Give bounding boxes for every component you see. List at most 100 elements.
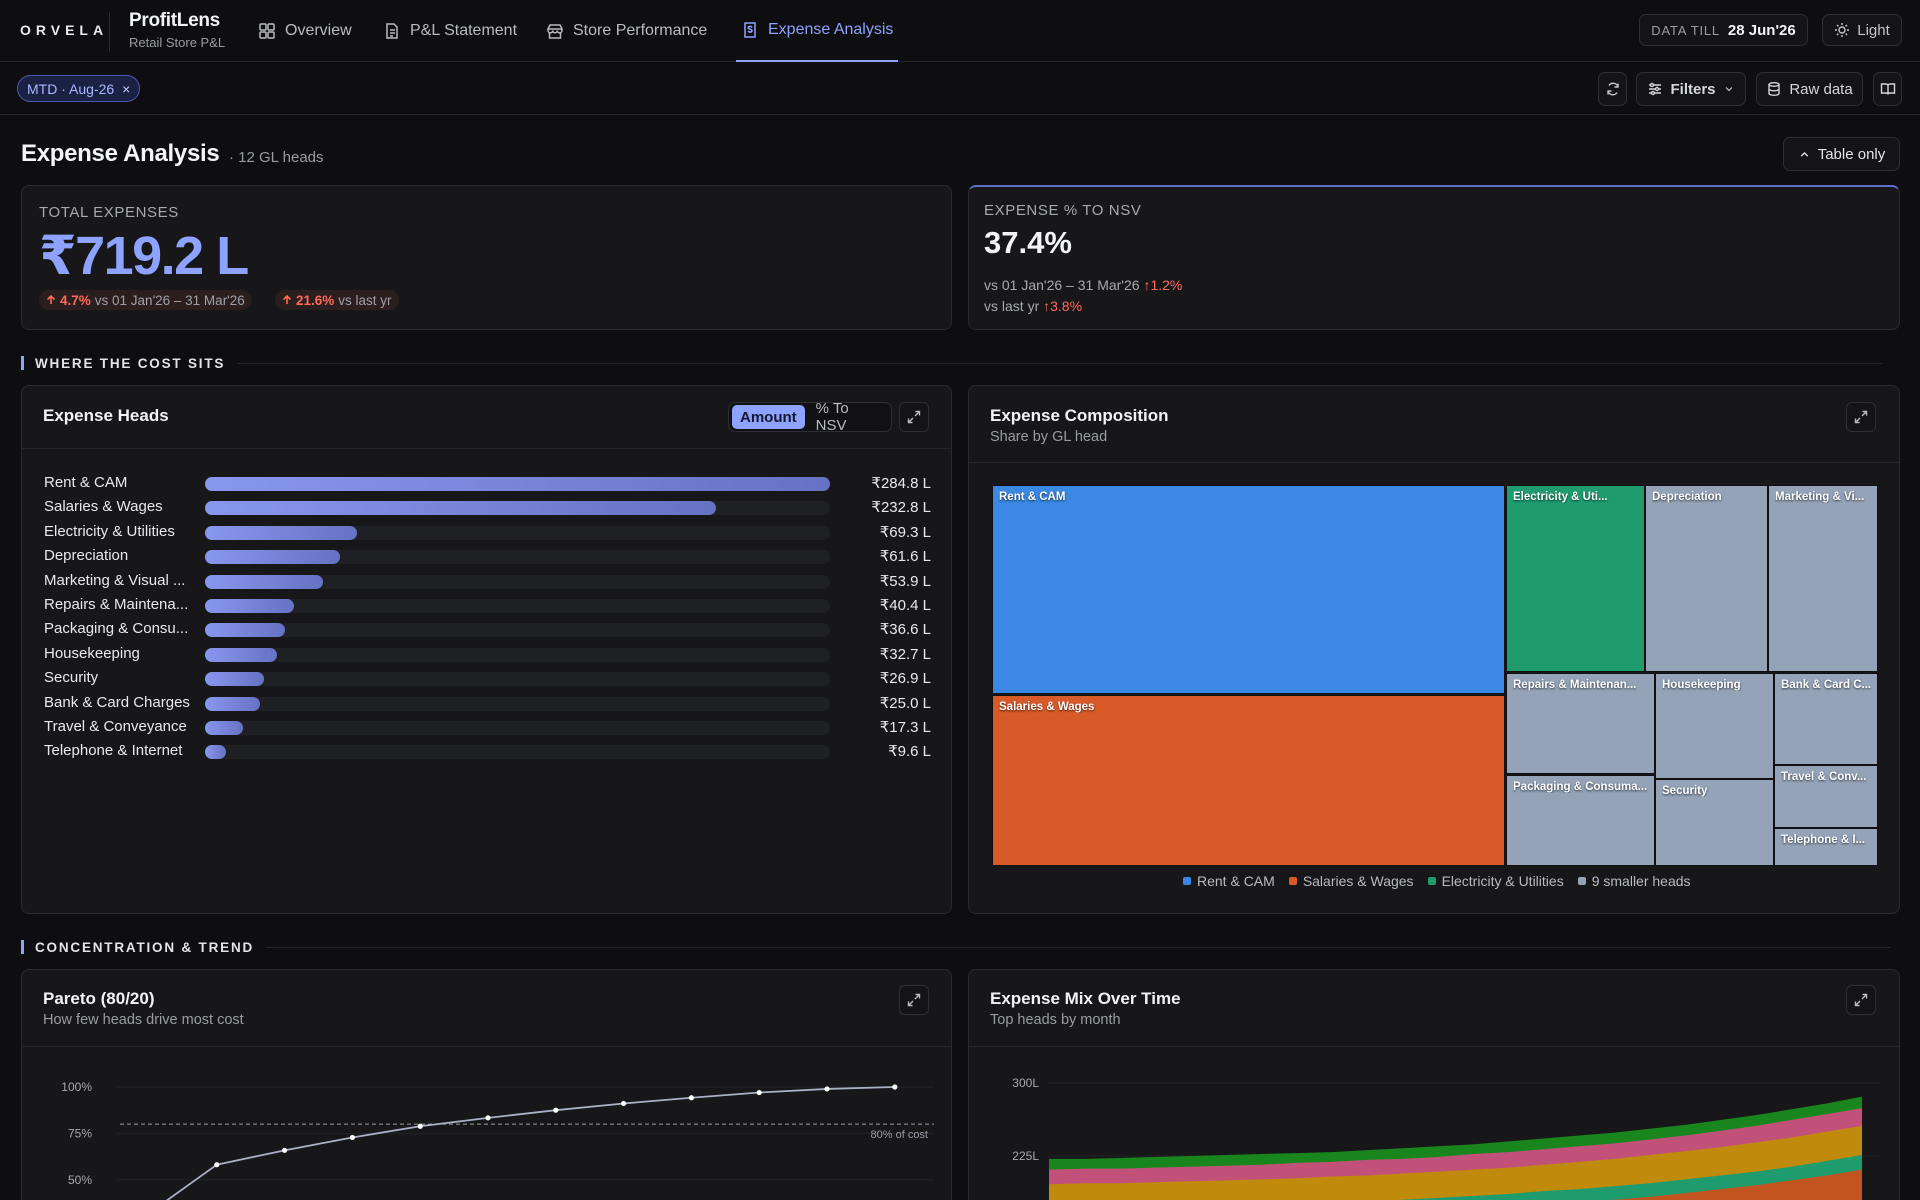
treemap-tile[interactable]: Salaries & Wages [992,695,1505,866]
expand-button[interactable] [899,985,929,1015]
data-till-value: 28 Jun'26 [1727,21,1796,39]
total-expenses-value: ₹719.2 L [39,226,249,286]
toggle-amount[interactable]: Amount [732,405,805,429]
bar-track [205,696,830,711]
expand-icon [1854,993,1868,1007]
delta-badge-yoy: 21.6% vs last yr [275,290,399,310]
tab-store-performance[interactable]: Store Performance [546,0,707,62]
table-only-button[interactable]: Table only [1783,137,1900,171]
expense-head-row[interactable]: Rent & CAM ₹284.8 L [22,471,951,495]
delta-pct: 21.6% [296,292,335,308]
expand-icon [1854,410,1868,424]
card-subtitle: Share by GL head [990,429,1108,445]
treemap-tile-label: Depreciation [1652,491,1722,503]
expense-head-row[interactable]: Repairs & Maintena... ₹40.4 L [22,593,951,617]
expense-head-row[interactable]: Housekeeping ₹32.7 L [22,642,951,666]
expense-ratio-value: 37.4% [984,225,1072,260]
expense-head-row[interactable]: Marketing & Visual ... ₹53.9 L [22,569,951,593]
treemap-tile[interactable]: Bank & Card C... [1774,673,1878,765]
toggle-pct-nsv[interactable]: % To NSV [815,400,849,434]
refresh-icon [1605,81,1621,97]
treemap-tile[interactable]: Marketing & Vi... [1768,485,1878,672]
y-tick-label: 225L [1012,1149,1039,1163]
section-title: WHERE THE COST SITS [35,355,226,371]
expand-button[interactable] [1846,985,1876,1015]
total-expenses-card: TOTAL EXPENSES ₹719.2 L 4.7% vs 01 Jan'2… [21,185,952,330]
expense-head-row[interactable]: Security ₹26.9 L [22,666,951,690]
treemap-tile-label: Electricity & Uti... [1513,491,1608,503]
section-rule [266,946,1892,948]
arrow-up-icon [282,295,292,305]
expense-mix-chart: 300L 225L [1012,1076,1881,1200]
tab-overview[interactable]: Overview [258,0,352,62]
orvela-logo: ORVELA [20,22,109,38]
treemap-tile-label: Housekeeping [1662,679,1741,691]
expense-head-row[interactable]: Travel & Conveyance ₹17.3 L [22,715,951,739]
theme-toggle-label: Light [1857,21,1890,39]
filters-button[interactable]: Filters [1636,72,1746,106]
y-tick-label: 100% [61,1080,92,1094]
expense-head-row[interactable]: Bank & Card Charges ₹25.0 L [22,691,951,715]
tab-store-label: Store Performance [573,22,708,39]
bar-track [205,672,830,687]
database-icon [1766,81,1782,97]
ratio-compare-period: vs 01 Jan'26 – 31 Mar'26 ↑1.2% [984,277,1182,293]
expand-button[interactable] [1846,402,1876,432]
expense-head-row[interactable]: Depreciation ₹61.6 L [22,544,951,568]
data-till-label: DATA TILL [1651,22,1720,38]
expense-head-value: ₹32.7 L [879,645,931,663]
card-subtitle: Top heads by month [990,1012,1121,1028]
expense-head-row[interactable]: Electricity & Utilities ₹69.3 L [22,520,951,544]
pareto-point [824,1086,830,1092]
legend-swatch [1288,877,1297,885]
pareto-point [621,1100,627,1107]
treemap-tile[interactable]: Electricity & Uti... [1506,485,1645,672]
refresh-button[interactable] [1598,72,1627,106]
treemap-tile[interactable]: Telephone & I... [1774,828,1878,866]
expense-head-row[interactable]: Packaging & Consu... ₹36.6 L [22,617,951,641]
expense-head-label: Marketing & Visual ... [44,571,186,589]
expense-head-row[interactable]: Telephone & Internet ₹9.6 L [22,739,951,763]
raw-data-button[interactable]: Raw data [1756,72,1863,106]
card-title: Expense Heads [43,406,169,425]
treemap-tile[interactable]: Security [1655,779,1774,866]
amount-toggle: Amount % To NSV [728,400,892,434]
expense-head-label: Telephone & Internet [44,742,183,760]
treemap-tile[interactable]: Repairs & Maintenan... [1506,673,1655,774]
app-brand: ProfitLens Retail Store P&L [129,10,225,50]
bar-track [205,745,830,760]
store-icon [546,22,564,40]
period-filter-chip[interactable]: MTD · Aug-26 × [17,75,141,102]
treemap-tile[interactable]: Depreciation [1645,485,1768,672]
expense-head-value: ₹61.6 L [879,548,931,566]
arrow-up-icon: ↑ [1143,277,1151,293]
chevron-up-icon [1798,148,1811,161]
tab-pl-statement[interactable]: P&L Statement [383,0,517,62]
book-button[interactable] [1873,72,1902,106]
treemap-tile-label: Packaging & Consuma... [1513,781,1648,793]
close-icon[interactable]: × [122,80,131,97]
expense-head-label: Bank & Card Charges [44,693,190,711]
sliders-icon [1647,81,1663,97]
tab-expense-analysis[interactable]: Expense Analysis [736,0,899,62]
expand-button[interactable] [899,402,929,432]
document-icon [383,22,401,40]
treemap-tile[interactable]: Housekeeping [1655,673,1774,779]
legend-swatch [1577,877,1586,885]
arrow-up-icon [46,295,56,305]
expense-head-value: ₹53.9 L [879,572,931,590]
section-header-concentration: CONCENTRATION & TREND [21,939,1892,955]
expense-head-label: Electricity & Utilities [44,522,175,540]
treemap-tile[interactable]: Packaging & Consuma... [1506,775,1655,866]
app-title: ProfitLens [129,10,220,31]
bar-fill [205,672,265,687]
treemap-tile[interactable]: Rent & CAM [992,485,1505,694]
theme-toggle-button[interactable]: Light [1822,14,1902,46]
expense-head-row[interactable]: Salaries & Wages ₹232.8 L [22,495,951,519]
treemap-tile[interactable]: Travel & Conv... [1774,765,1878,828]
expense-head-value: ₹232.8 L [871,499,931,517]
bar-fill [205,550,341,565]
pareto-point [485,1115,491,1121]
expand-icon [907,410,921,424]
pareto-point [756,1089,762,1096]
